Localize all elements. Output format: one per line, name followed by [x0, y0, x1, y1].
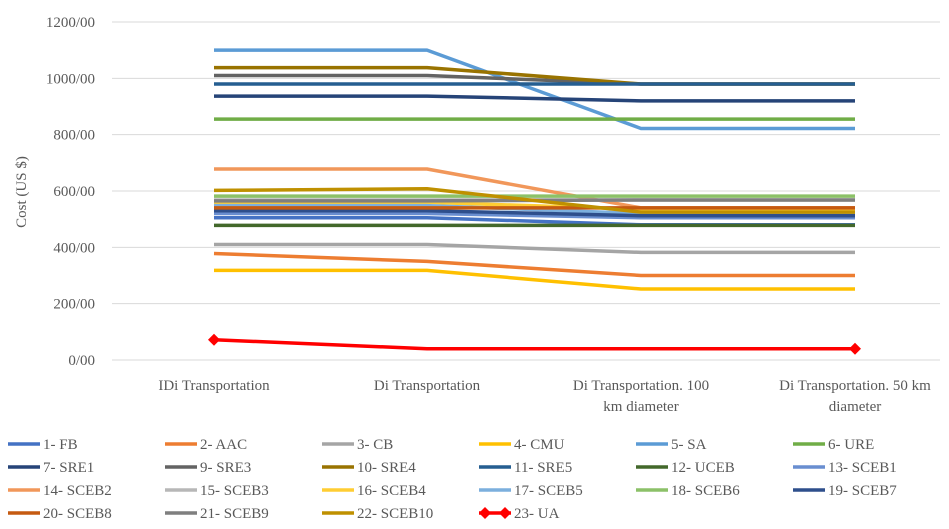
legend-label: 16- SCEB4 [357, 483, 426, 499]
legend-item: 11- SRE5 [479, 460, 572, 476]
legend-item: 15- SCEB3 [165, 483, 269, 499]
series-line [214, 245, 855, 253]
x-tick-label-line: Di Transportation. 50 km [779, 378, 931, 394]
legend-item: 19- SCEB7 [793, 483, 897, 499]
legend-item: 9- SRE3 [165, 460, 251, 476]
legend: 1- FB 2- AAC 3- CB 4- CMU 5- SA 6- URE 7- SRE1… [8, 437, 897, 522]
legend-label: 19- SCEB7 [828, 483, 897, 499]
x-tick-label: Di Transportation. 100 km diameter [573, 378, 709, 415]
y-axis-ticks: 0/00 200/00 400/00 600/00 800/00 1000/00 1200/… [46, 15, 95, 369]
legend-label: 6- URE [828, 437, 874, 453]
legend-label: 12- UCEB [671, 460, 735, 476]
y-tick-label: 800/00 [53, 128, 95, 144]
legend-item: 18- SCEB6 [636, 483, 740, 499]
legend-label: 1- FB [43, 437, 78, 453]
legend-item: 5- SA [636, 437, 707, 453]
legend-label: 10- SRE4 [357, 460, 416, 476]
legend-item: 10- SRE4 [322, 460, 416, 476]
legend-item: 22- SCEB10 [322, 506, 433, 522]
legend-label: 4- CMU [514, 437, 565, 453]
x-tick-label-line: Di Transportation. 100 [573, 378, 709, 394]
legend-label: 20- SCEB8 [43, 506, 112, 522]
legend-label: 7- SRE1 [43, 460, 94, 476]
legend-label: 11- SRE5 [514, 460, 572, 476]
legend-label: 23- UA [514, 506, 560, 522]
y-tick-label: 1200/00 [46, 15, 95, 31]
legend-label: 22- SCEB10 [357, 506, 433, 522]
series-line [214, 340, 855, 349]
legend-label: 5- SA [671, 437, 707, 453]
legend-label: 2- AAC [200, 437, 247, 453]
legend-item: 23- UA [479, 506, 560, 522]
series-line [214, 96, 855, 101]
x-tick-label: Di Transportation [374, 378, 481, 394]
legend-item: 17- SCEB5 [479, 483, 583, 499]
x-tick-label-line: IDi Transportation [158, 378, 270, 394]
legend-label: 18- SCEB6 [671, 483, 740, 499]
legend-item: 12- UCEB [636, 460, 735, 476]
series-marker [849, 343, 861, 355]
legend-item: 16- SCEB4 [322, 483, 426, 499]
legend-label: 17- SCEB5 [514, 483, 583, 499]
legend-label: 3- CB [357, 437, 393, 453]
series-lines [208, 50, 861, 355]
legend-label: 21- SCEB9 [200, 506, 269, 522]
x-axis-ticks: IDi Transportation Di Transportation Di Tr… [158, 378, 931, 415]
legend-item: 1- FB [8, 437, 78, 453]
legend-item: 6- URE [793, 437, 874, 453]
series-line [214, 50, 855, 128]
legend-item: 3- CB [322, 437, 393, 453]
legend-label: 15- SCEB3 [200, 483, 269, 499]
legend-label: 9- SRE3 [200, 460, 251, 476]
legend-item: 7- SRE1 [8, 460, 94, 476]
x-tick-label: IDi Transportation [158, 378, 270, 394]
legend-label: 13- SCEB1 [828, 460, 897, 476]
y-tick-label: 400/00 [53, 240, 95, 256]
legend-marker [479, 507, 491, 519]
y-tick-label: 0/00 [68, 353, 95, 369]
series-marker [208, 334, 220, 346]
y-tick-label: 200/00 [53, 297, 95, 313]
x-tick-label-line: km diameter [603, 399, 678, 415]
legend-marker [499, 507, 511, 519]
legend-item: 2- AAC [165, 437, 247, 453]
legend-label: 14- SCEB2 [43, 483, 112, 499]
legend-item: 20- SCEB8 [8, 506, 112, 522]
series-line [214, 254, 855, 276]
legend-item: 4- CMU [479, 437, 565, 453]
y-tick-label: 600/00 [53, 184, 95, 200]
legend-item: 13- SCEB1 [793, 460, 897, 476]
x-tick-label-line: Di Transportation [374, 378, 481, 394]
legend-item: 21- SCEB9 [165, 506, 269, 522]
x-tick-label-line: diameter [829, 399, 881, 415]
legend-item: 14- SCEB2 [8, 483, 112, 499]
x-tick-label: Di Transportation. 50 km diameter [779, 378, 931, 415]
y-tick-label: 1000/00 [46, 71, 95, 87]
y-axis-title: Cost (US $) [14, 156, 30, 228]
series-line [214, 270, 855, 289]
